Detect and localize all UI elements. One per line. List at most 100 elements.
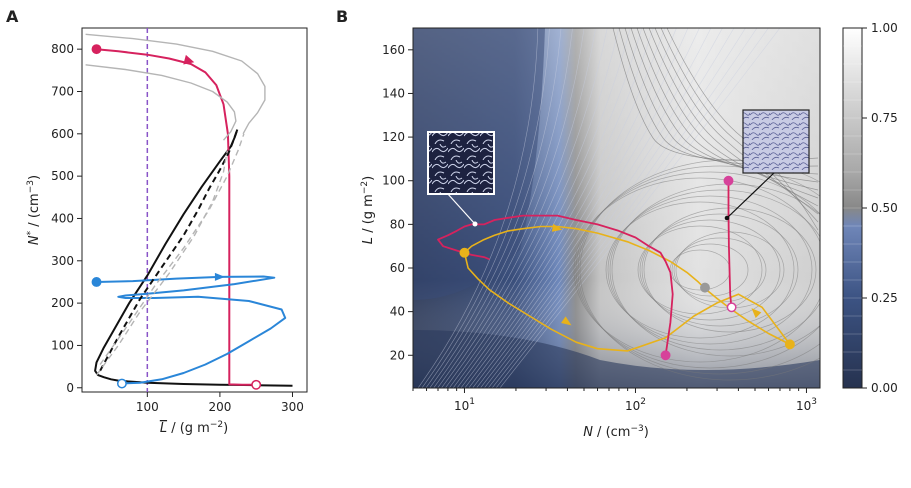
panel-a-x-tick-label: 300	[281, 400, 304, 414]
inset-dark-image	[427, 131, 495, 195]
contour-line-right	[575, 171, 820, 369]
contour-line-top	[648, 28, 819, 207]
panel-a-y-tick-label: 400	[51, 211, 74, 225]
panel-a-blue-trajectory	[96, 275, 287, 385]
panel-b-marker-0	[660, 350, 671, 361]
colorbar-tick-label: 0.00	[871, 381, 898, 395]
panel-b-x-tick-label: 103	[796, 397, 817, 413]
panel-a-y-axis-label-exponent: −3	[26, 180, 36, 193]
inset-light-anchor-dot	[724, 215, 730, 221]
panel-b-marker-4	[784, 339, 795, 350]
contour-line-right	[637, 225, 763, 315]
panel-a-marker-2	[91, 277, 102, 287]
contour-line-right	[605, 201, 795, 339]
panel-a-y-tick-label: 500	[51, 169, 74, 183]
panel-b-x-axis-label-exponent: −3	[630, 424, 643, 434]
contour-line-left	[425, 28, 562, 388]
contour-line-left	[487, 28, 746, 388]
contour-line-left	[499, 28, 781, 388]
contour-line-left	[441, 28, 608, 388]
panel-b-y-axis-label-unit: / (g m	[361, 194, 376, 237]
contour-line-left	[495, 28, 769, 388]
colorbar-tick-label: 0.50	[871, 201, 898, 215]
contour-line-left	[456, 28, 654, 388]
panel-b-y-tick-label: 80	[390, 217, 405, 231]
panel-b-marker-3	[459, 247, 470, 258]
contour-line-right	[607, 195, 813, 345]
panel-a-y-tick-label: 600	[51, 127, 74, 141]
colorbar-tick-label: 0.75	[871, 111, 898, 125]
contour-line-left	[429, 28, 573, 388]
panel-b-yellow-trajectory	[463, 225, 791, 352]
panel-a-y-axis-label-symbol: N	[27, 235, 42, 245]
panel-b-y-tick-label: 20	[390, 348, 405, 362]
panel-b-y-axis-label-symbol: L	[361, 237, 376, 244]
contour-line-left	[472, 28, 700, 388]
panel-a-marker-1	[251, 379, 262, 390]
panel-a: A 100 200 300 0 100 200 300 400 500 600 700 800 L /…	[6, 7, 308, 436]
contour-line-right	[639, 219, 781, 321]
contour-line-left	[452, 28, 643, 388]
inset-dark-anchor-dot	[472, 221, 478, 227]
panel-a-x-axis-label-symbol: L	[160, 421, 167, 436]
contour-line-top	[660, 28, 819, 223]
colorbar-tick-label: 0.25	[871, 291, 898, 305]
panel-a-unstable-grey-2	[95, 150, 228, 376]
panel-b-y-tick-label: 160	[382, 43, 405, 57]
contour-line-left	[460, 28, 666, 388]
contour-line-left	[464, 28, 677, 388]
contour-line-top	[654, 28, 819, 215]
panel-a-stable-branch	[94, 129, 293, 387]
inset-dark-cloud-field	[427, 131, 495, 227]
panel-a-x-axis-label-unit: / (g m	[167, 421, 210, 436]
panel-b-yellow-arrow-2	[551, 223, 563, 232]
panel-a-x-axis-label: L / (g m−2)	[160, 420, 228, 436]
panel-b-x-tick-label: 102	[625, 397, 646, 413]
inset-light-image	[742, 109, 810, 174]
colorbar: 0.00 0.25 0.50 0.75 1.00	[842, 21, 898, 395]
panel-a-unstable-grey-1	[99, 133, 245, 365]
contour-line-top	[636, 28, 819, 191]
panel-b-y-tick-label: 140	[382, 86, 405, 100]
panel-a-y-axis-label: N* / (cm−3)	[26, 175, 42, 245]
panel-b-y-axis-label: L / (g m−2)	[360, 176, 376, 244]
contour-line-right	[573, 177, 820, 363]
panel-b-y-tick-label: 120	[382, 130, 405, 144]
inset-dark-leader-line	[446, 192, 476, 225]
contour-line-left	[445, 28, 620, 388]
panel-b-y-tick-label: 60	[390, 261, 405, 275]
panel-a-x-tick-label: 200	[208, 400, 231, 414]
panel-b-y-axis-label-exponent: −2	[360, 181, 370, 194]
contour-line-right	[671, 243, 749, 297]
panel-a-pink-arrow	[183, 54, 195, 65]
panel-b-y-tick-label: 40	[390, 305, 405, 319]
contour-line-right	[609, 189, 820, 351]
panel-b-x-axis-label: N / (cm−3)	[583, 424, 649, 440]
panel-a-marker-0	[91, 44, 102, 55]
inset-light-cloud-field	[724, 109, 810, 221]
panel-b-marker-2	[726, 302, 737, 313]
contour-line-right	[643, 207, 817, 333]
panel-a-y-axis-label-star: *	[26, 230, 36, 235]
panel-a-y-tick-label: 200	[51, 296, 74, 310]
panel-a-y-tick-label: 0	[66, 381, 74, 395]
panel-b-axes-frame	[412, 27, 821, 389]
panel-a-pink-trajectory	[96, 48, 257, 386]
contour-line-left	[476, 28, 712, 388]
panel-b-x-tick-label: 101	[454, 397, 475, 413]
panel-a-marker-3	[116, 378, 127, 389]
panel-a-y-axis-label-unit: / (cm	[27, 193, 42, 231]
panel-a-blue-arrow	[214, 272, 225, 281]
panel-b-marker-1	[723, 175, 734, 186]
panel-a-grey-inner	[85, 64, 237, 141]
contour-line-left	[421, 28, 550, 388]
panel-b-x-axis-label-unit: / (cm	[593, 425, 631, 440]
contour-line-right	[577, 165, 820, 375]
contour-line-left	[437, 28, 596, 388]
contour-line-left	[417, 28, 539, 388]
panel-a-x-tick-label: 100	[136, 400, 159, 414]
panel-a-y-tick-label: 100	[51, 338, 74, 352]
panel-b-letter: B	[336, 7, 348, 26]
